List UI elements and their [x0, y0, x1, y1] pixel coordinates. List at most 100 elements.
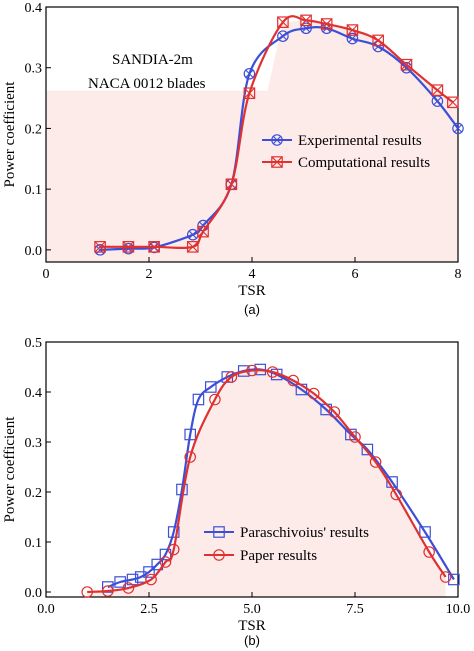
x-tick-label: 2 [146, 267, 153, 282]
data-point [277, 16, 289, 28]
data-point [328, 406, 341, 418]
y-tick-label: 0.3 [25, 62, 43, 77]
y-tick-label: 0.4 [25, 386, 43, 401]
y-tick-label: 0.4 [25, 1, 43, 16]
data-point [81, 586, 93, 598]
x-tick-label: 5.0 [243, 602, 261, 617]
data-point [400, 58, 413, 71]
data-point [307, 387, 320, 400]
data-point [372, 34, 384, 47]
data-point [452, 122, 464, 135]
x-axis-label: TSR [238, 618, 266, 634]
x-axis-label: TSR [238, 283, 266, 299]
legend-label: Experimental results [298, 133, 422, 149]
annotation: SANDIA-2m [112, 52, 193, 68]
x-tick-label: 4 [249, 267, 256, 282]
data-point [243, 67, 256, 80]
x-tick-label: 2.5 [140, 602, 158, 617]
x-tick-label: 0 [43, 267, 50, 282]
data-point [225, 371, 238, 383]
legend-label: Computational results [298, 155, 430, 171]
x-tick-label: 8 [455, 267, 462, 282]
x-axis: 0.0 2.5 5.0 7.5 10.0 [37, 592, 470, 617]
y-tick-label: 0.2 [25, 122, 43, 137]
background-region [46, 20, 458, 263]
data-point [102, 585, 114, 597]
data-point [447, 96, 459, 109]
data-point [101, 581, 114, 593]
legend-marker [213, 549, 225, 561]
plot-background [87, 370, 446, 597]
panel-b: 0.0 2.5 5.0 7.5 10.0 0.0 0.1 0.2 0.3 0.4 0.5 TSR Pow… [2, 336, 470, 648]
series-1 [94, 22, 464, 256]
data-point [186, 241, 199, 253]
series-2 [94, 14, 459, 253]
x-tick-label: 7.5 [346, 602, 364, 617]
plot-background [46, 20, 458, 263]
legend: Experimental results Computational result… [262, 133, 430, 171]
data-point [423, 546, 435, 558]
series-line [87, 369, 447, 594]
data-point [192, 393, 205, 406]
data-point [320, 18, 333, 30]
legend-marker [271, 156, 283, 168]
x-tick-label: 10.0 [446, 602, 471, 617]
data-point [346, 32, 359, 45]
data-point [197, 225, 209, 238]
data-point [349, 431, 361, 443]
data-point [243, 87, 256, 100]
data-point [148, 241, 160, 253]
data-point [448, 573, 460, 586]
data-point [167, 526, 180, 538]
data-point [94, 241, 106, 253]
y-axis-label: Power coefficient [2, 81, 18, 188]
panel-label: (a) [244, 302, 260, 317]
data-point [186, 228, 199, 241]
y-tick-label: 0.0 [25, 244, 43, 259]
y-tick-label: 0.1 [25, 536, 43, 551]
data-point [277, 30, 289, 42]
y-axis-label: Power coefficient [2, 416, 18, 523]
data-point [184, 451, 196, 463]
data-point [346, 24, 359, 36]
data-point [114, 576, 126, 588]
data-point [287, 374, 299, 387]
legend-marker [271, 134, 283, 146]
data-point [439, 571, 452, 583]
data-point [246, 364, 258, 377]
legend-label: Paraschivoius' results [240, 525, 369, 541]
data-point [159, 556, 172, 568]
y-tick-label: 0.5 [25, 336, 43, 351]
data-point [122, 241, 135, 253]
data-point [205, 381, 217, 393]
data-point [361, 443, 374, 456]
data-point [225, 178, 238, 191]
y-tick-label: 0.3 [25, 436, 43, 451]
annotation: NACA 0012 blades [88, 76, 206, 92]
panel-a: 0 2 4 6 8 0.0 0.1 0.2 0.3 0.4 TSR Power coefficient… [2, 1, 464, 317]
y-tick-label: 0.1 [25, 183, 43, 198]
data-point [184, 428, 196, 441]
series-2 [81, 364, 452, 598]
background-region [87, 370, 446, 597]
data-point [159, 548, 172, 561]
x-tick-label: 6 [352, 267, 359, 282]
data-point [122, 582, 135, 594]
data-point [390, 488, 402, 501]
y-axis: 0.0 0.1 0.2 0.3 0.4 0.5 [25, 336, 51, 601]
data-point [300, 14, 312, 27]
legend: Paraschivoius' results Paper results [204, 525, 369, 564]
y-tick-label: 0.2 [25, 486, 43, 501]
panel-label: (b) [244, 633, 260, 648]
data-point [266, 366, 279, 378]
data-point [431, 84, 444, 96]
y-tick-label: 0.0 [25, 586, 43, 601]
data-point [369, 456, 382, 468]
data-point [145, 573, 157, 586]
x-axis: 0 2 4 6 8 [43, 257, 462, 282]
data-point [167, 543, 180, 556]
y-axis: 0.0 0.1 0.2 0.3 0.4 [25, 1, 51, 259]
legend-label: Paper results [240, 548, 317, 564]
data-point [209, 393, 221, 406]
